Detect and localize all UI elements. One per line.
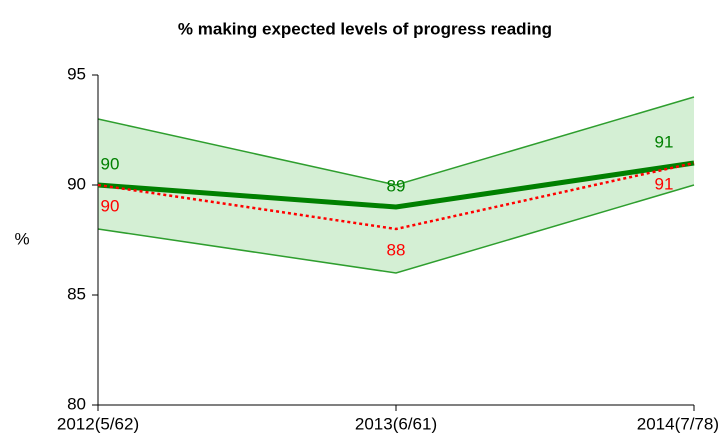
data-label: 90	[101, 154, 120, 173]
x-tick-label: 2012(5/62)	[57, 414, 139, 433]
x-tick-label: 2013(6/61)	[355, 414, 437, 433]
series-line	[97, 160, 695, 210]
band-lower-line	[97, 184, 695, 274]
y-axis-label: %	[14, 229, 29, 248]
y-tick-label: 85	[67, 284, 86, 303]
series-line	[97, 161, 695, 231]
data-label: 91	[655, 174, 674, 193]
data-label: 89	[387, 176, 406, 195]
band-upper-line	[97, 96, 695, 186]
data-label: 88	[387, 240, 406, 259]
y-tick-label: 80	[67, 394, 86, 413]
x-tick-label: 2014(7/78)	[637, 414, 719, 433]
y-tick-label: 90	[67, 174, 86, 193]
data-label: 91	[655, 132, 674, 151]
chart-title: % making expected levels of progress rea…	[178, 19, 552, 38]
data-label: 90	[101, 196, 120, 215]
y-tick-label: 95	[67, 64, 86, 83]
